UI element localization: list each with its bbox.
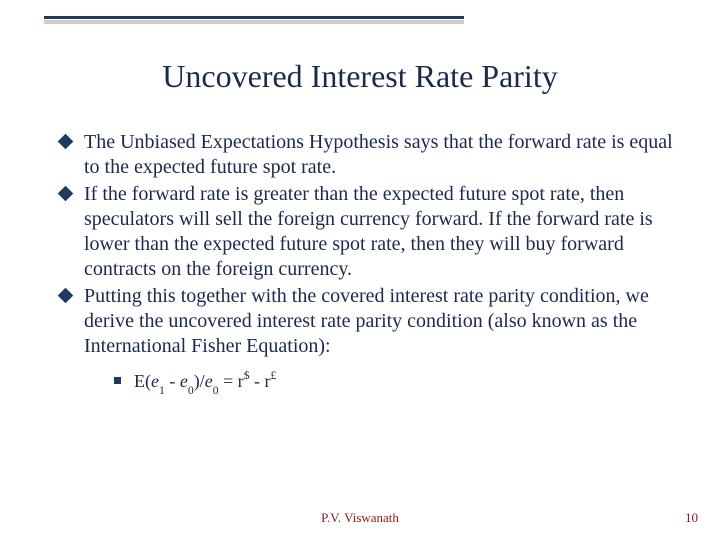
bullet-list: The Unbiased Expectations Hypothesis say… [56,130,676,396]
eq-var-e: e [151,371,159,391]
bullet-item: If the forward rate is greater than the … [56,182,676,282]
eq-part: - r [250,371,271,391]
eq-sup: $ [244,369,250,382]
bullet-text: Putting this together with the covered i… [84,285,649,357]
eq-part: - [165,371,180,391]
footer-page-number: 10 [685,510,698,526]
bullet-item: The Unbiased Expectations Hypothesis say… [56,130,676,180]
eq-part: E( [134,371,151,391]
eq-sub: 1 [159,384,165,397]
eq-part: )/ [194,371,205,391]
title-rule [44,16,464,19]
equation: E(e1 - e0)/e0 = r$ - r£ [112,369,676,396]
eq-var-e: e [180,371,188,391]
eq-var-e: e [205,371,213,391]
footer-author: P.V. Viswanath [0,510,720,526]
eq-sub: 0 [213,384,219,397]
slide-content: The Unbiased Expectations Hypothesis say… [56,130,676,398]
bullet-item: Putting this together with the covered i… [56,284,676,396]
title-rule-shadow [44,20,464,24]
eq-part: = r [219,371,244,391]
slide-title: Uncovered Interest Rate Parity [0,58,720,95]
eq-sup: £ [271,369,277,382]
eq-sub: 0 [188,384,194,397]
sub-bullet-list: E(e1 - e0)/e0 = r$ - r£ [112,369,676,396]
